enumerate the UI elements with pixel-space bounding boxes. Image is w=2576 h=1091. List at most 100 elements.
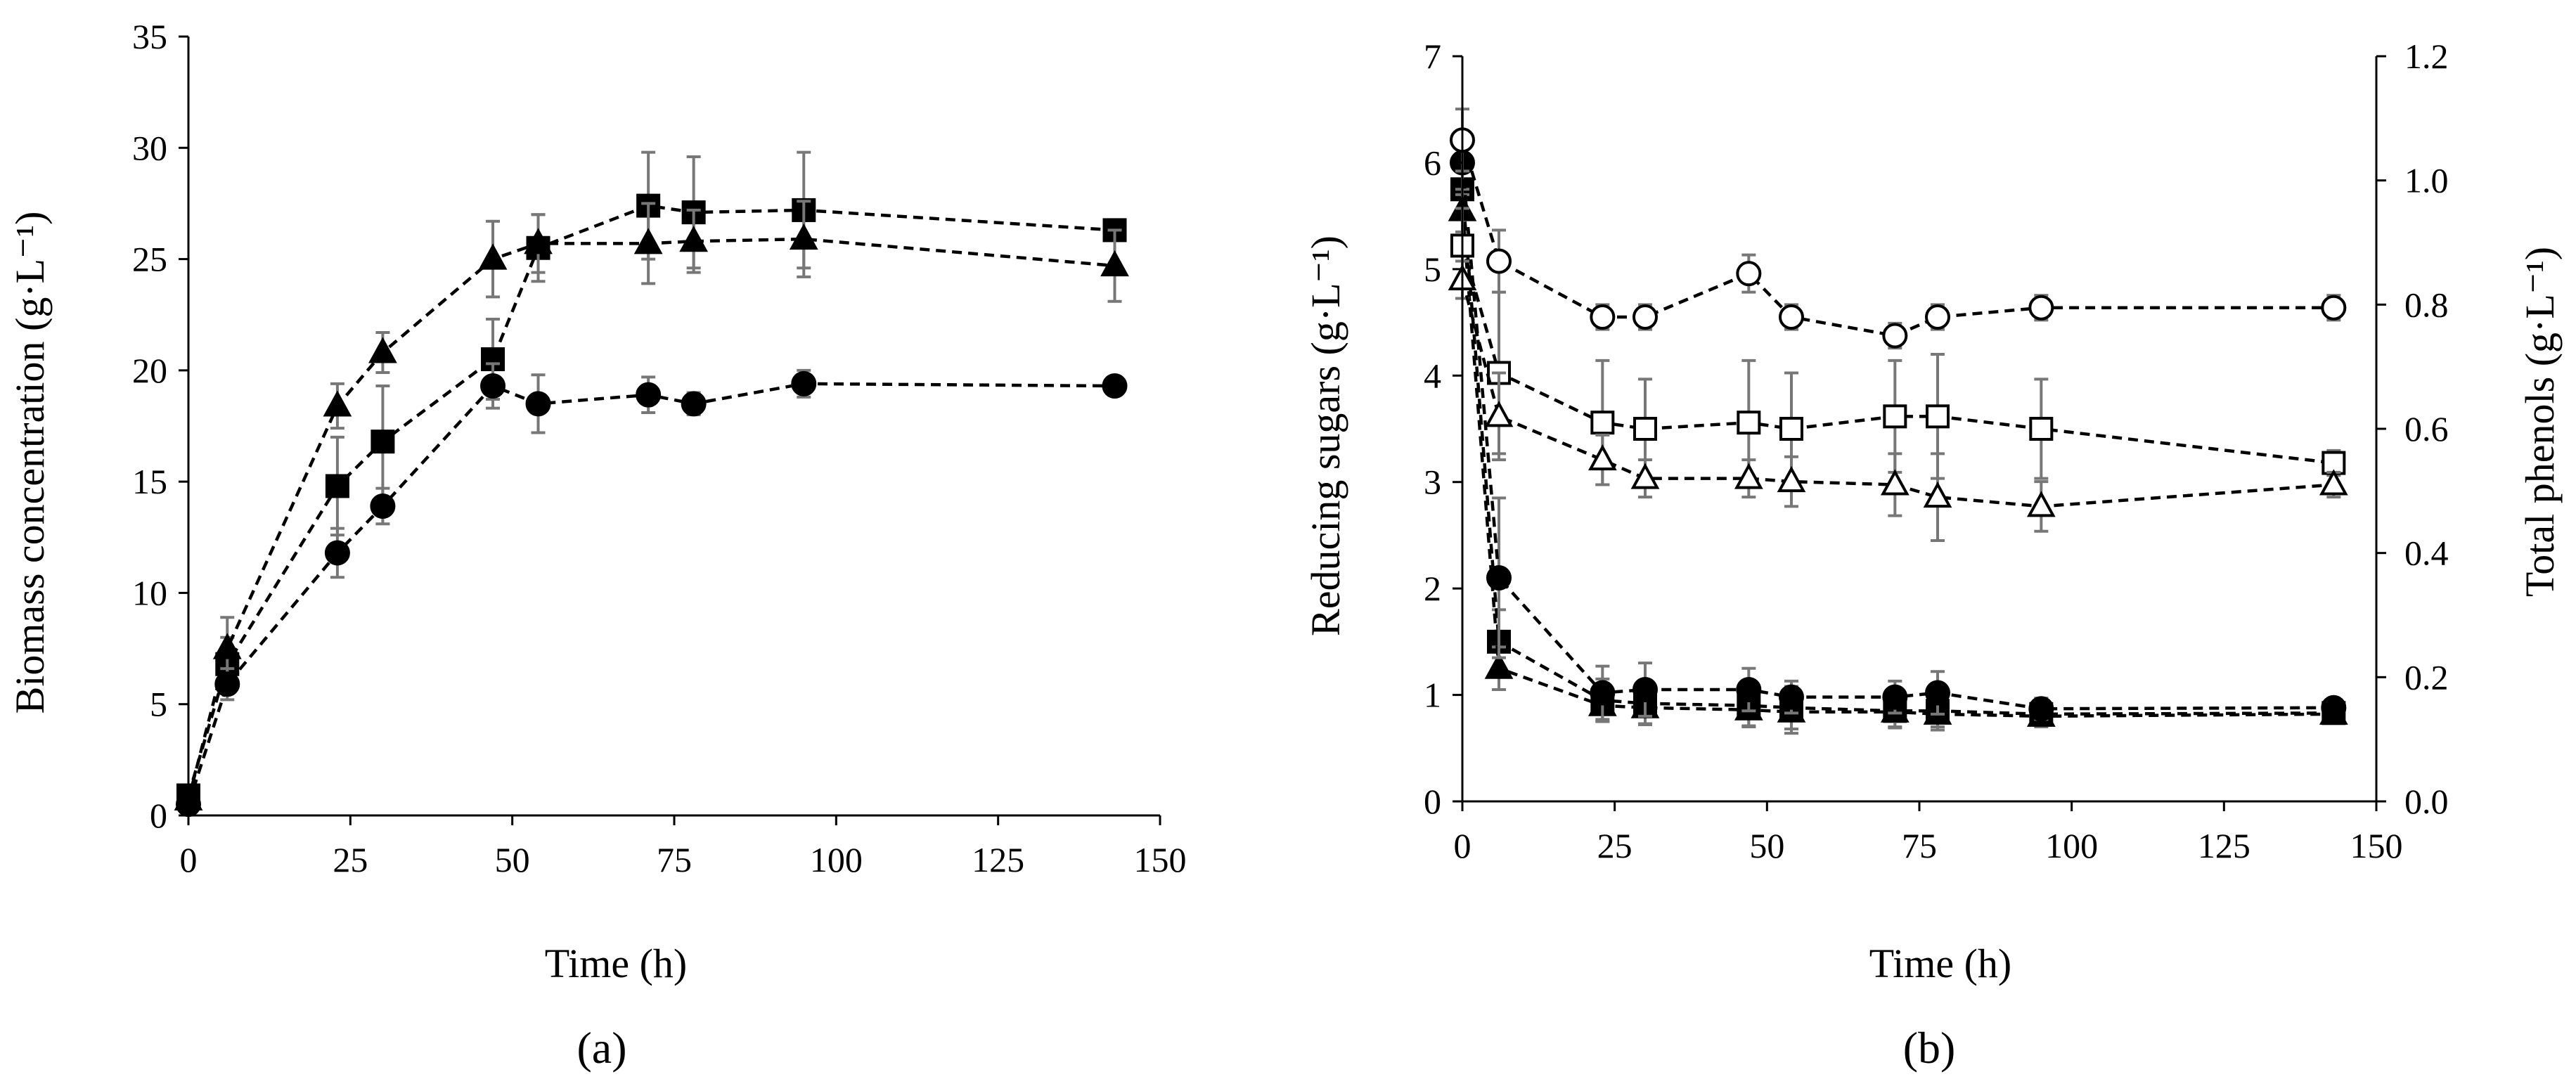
panel-b-axes: 0 25 50 75 100 125 150 0 1 2 3 4 5 6 7 0.0 0.2 0.4 0.6 0.8 1…: [1424, 37, 2449, 865]
panel-a-x-tick-label: 25: [333, 840, 368, 879]
data-point: [1923, 482, 1952, 508]
series-line: [1460, 162, 2334, 711]
panel-b-y2-tick-label: 0.4: [2404, 534, 2449, 573]
series-line: [186, 237, 1115, 801]
data-point: [524, 228, 553, 254]
panel-b-x-tick-label: 75: [1902, 826, 1937, 865]
data-point: [1633, 417, 1657, 441]
panel-b-y2-axis-title: Total phenols (g·L⁻¹): [2517, 247, 2563, 597]
series-line: [1460, 189, 2334, 716]
panel-b-series-triangle-open: [1448, 259, 2348, 542]
data-point: [1590, 411, 1615, 435]
data-point: [1486, 248, 1512, 274]
panel-b-y-tick-label: 0: [1424, 782, 1441, 821]
data-point: [1882, 684, 1908, 710]
data-point: [2321, 695, 2347, 721]
data-point: [525, 391, 551, 417]
data-point: [2029, 417, 2054, 441]
data-point: [1779, 304, 1804, 330]
data-point: [1102, 373, 1128, 399]
panel-b-y2-tick-label: 0.0: [2404, 782, 2449, 821]
panel-a-y-tick-label: 35: [132, 17, 167, 56]
data-point: [1632, 677, 1658, 702]
panel-a-y-tick-label: 20: [132, 351, 167, 390]
data-point: [480, 373, 506, 399]
data-point: [1880, 469, 1910, 496]
series-line: [186, 204, 1115, 796]
data-point: [2028, 295, 2054, 321]
data-point: [1882, 323, 1908, 349]
data-point: [1925, 680, 1950, 706]
data-point: [681, 391, 707, 417]
data-point: [323, 390, 352, 417]
panel-b-x-tick-label: 100: [2045, 826, 2098, 865]
panel-a-y-tick-label: 25: [132, 240, 167, 279]
panel-b-y-tick-label: 5: [1424, 250, 1441, 289]
data-point: [324, 540, 350, 566]
data-point: [370, 493, 396, 519]
panel-a-x-tick-label: 100: [810, 840, 863, 879]
panel-b-y-tick-label: 7: [1424, 37, 1441, 76]
series-line: [1460, 245, 2334, 465]
panel-b-y2-tick-label: 0.2: [2404, 657, 2449, 697]
data-point: [212, 633, 242, 659]
data-point: [1100, 250, 1129, 277]
panel-a-y-axis-title: Biomass concentration (g·L⁻¹): [7, 212, 53, 714]
data-point: [791, 370, 817, 396]
panel-b-x-tick-label: 0: [1454, 826, 1471, 865]
data-point: [789, 223, 818, 250]
panel-a-x-tick-label: 0: [180, 840, 198, 879]
panel-a-y-tick-label: 15: [132, 462, 167, 501]
panel-b-y-tick-label: 6: [1424, 143, 1441, 182]
data-point: [478, 243, 508, 270]
panel-b-label: (b): [1903, 1023, 1956, 1073]
data-point: [368, 337, 397, 363]
data-point: [214, 671, 240, 697]
data-point: [1925, 304, 1950, 330]
data-point: [1632, 304, 1658, 330]
panel-a-y-tick-label: 0: [150, 796, 167, 835]
panel-a-y-tick-label: 30: [132, 128, 167, 167]
panel-b-chart: 0 25 50 75 100 125 150 0 1 2 3 4 5 6 7 0.0 0.2 0.4 0.6 0.8 1…: [1303, 37, 2563, 1073]
data-point: [1588, 444, 1617, 471]
data-point: [679, 226, 709, 252]
series-line: [1460, 279, 2334, 508]
panel-a-x-tick-label: 150: [1134, 840, 1187, 879]
data-point: [1779, 684, 1804, 710]
data-point: [1926, 404, 1950, 429]
panel-a-series-triangle-filled: [174, 200, 1129, 811]
panel-b-y2-tick-label: 0.6: [2404, 409, 2449, 448]
data-point: [2319, 469, 2348, 496]
panel-b-y-tick-label: 4: [1424, 356, 1441, 395]
data-point: [1777, 465, 1806, 493]
series-line: [1460, 210, 2334, 718]
data-point: [1630, 463, 1660, 489]
panel-b-x-axis-title: Time (h): [1869, 941, 2012, 986]
panel-b-x-tick-label: 25: [1597, 826, 1632, 865]
panel-b-series-circle-open: [1450, 108, 2347, 350]
panel-b-x-tick-label: 125: [2198, 826, 2250, 865]
panel-b-y-axis-title: Reducing sugars (g·L⁻¹): [1303, 235, 1348, 636]
data-point: [1736, 261, 1762, 287]
panel-b-marks: [1448, 108, 2348, 735]
panel-b-series-triangle-filled: [1448, 188, 2348, 735]
series-line: [1460, 139, 2334, 337]
data-point: [2321, 295, 2347, 321]
panel-b-y-tick-label: 1: [1424, 676, 1441, 715]
data-point: [371, 430, 395, 454]
data-point: [1486, 565, 1512, 590]
panel-a-x-tick-label: 75: [657, 840, 692, 879]
panel-a-x-axis-title: Time (h): [545, 941, 688, 986]
panel-b-y2-tick-label: 1.0: [2404, 161, 2449, 200]
panel-b-x-tick-label: 50: [1749, 826, 1784, 865]
panel-a-axes: 0 25 50 75 100 125 150 0 5 10 15 20 25 30 35: [132, 17, 1187, 879]
data-point: [633, 228, 663, 254]
panel-a-y-tick-label: 10: [132, 573, 167, 612]
panel-a-x-tick-label: 50: [495, 840, 530, 879]
data-point: [1484, 401, 1514, 427]
panel-a-marks: [174, 150, 1129, 818]
panel-b-y-tick-label: 2: [1424, 569, 1441, 608]
data-point: [2028, 696, 2054, 722]
data-point: [1779, 417, 1803, 441]
